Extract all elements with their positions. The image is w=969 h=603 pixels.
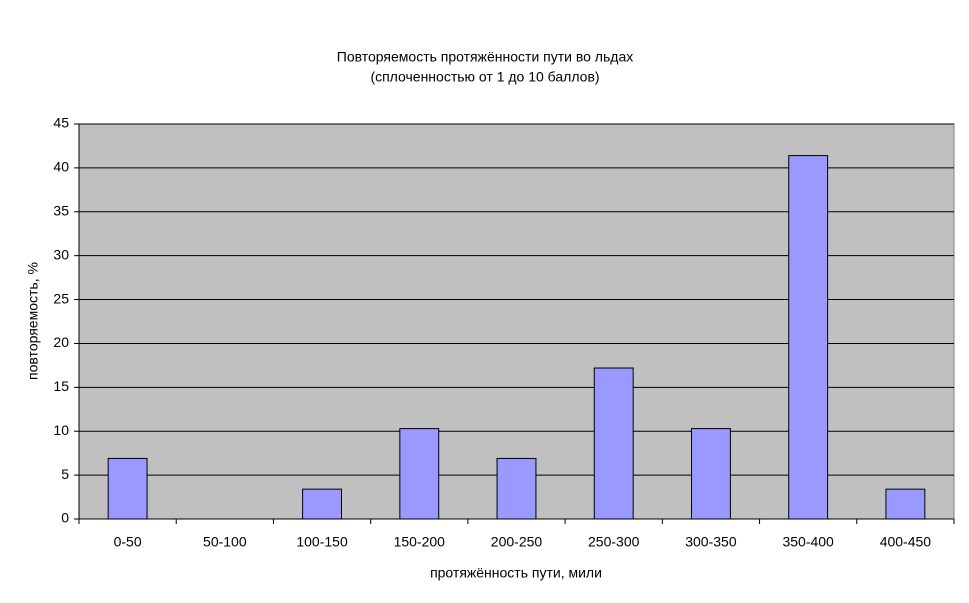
x-tick-label: 300-350 <box>685 534 737 550</box>
y-tick-label: 15 <box>53 378 69 394</box>
y-tick-label: 30 <box>53 246 69 262</box>
bar <box>399 428 440 520</box>
x-tick-label: 400-450 <box>880 534 932 550</box>
x-axis-label: протяжённость пути, мили <box>430 565 602 581</box>
x-tick-label: 0-50 <box>114 534 142 550</box>
bar <box>593 367 634 520</box>
y-tick-label: 10 <box>53 422 69 438</box>
bar <box>691 428 731 520</box>
y-tick-label: 45 <box>53 115 69 131</box>
y-axis-label: повторяемость, % <box>25 262 41 380</box>
y-tick-label: 0 <box>61 510 69 526</box>
bar <box>302 488 343 520</box>
x-tick-label: 100-150 <box>296 534 348 550</box>
bar <box>788 155 829 520</box>
x-tick-label: 250-300 <box>588 534 640 550</box>
bar <box>496 457 537 520</box>
x-tick-label: 50-100 <box>203 534 247 550</box>
y-tick-label: 20 <box>53 334 69 350</box>
chart-subtitle: (сплоченностью от 1 до 10 баллов) <box>370 69 599 85</box>
bar <box>107 457 148 520</box>
y-tick-label: 25 <box>53 290 69 306</box>
x-tick-label: 200-250 <box>491 534 543 550</box>
x-tick-label: 150-200 <box>394 534 446 550</box>
chart-title: Повторяемость протяжённости пути во льда… <box>337 49 633 65</box>
x-tick-label: 350-400 <box>782 534 834 550</box>
y-tick-label: 40 <box>53 159 69 175</box>
y-tick-label: 35 <box>53 202 69 218</box>
bar <box>885 488 926 520</box>
y-tick-label: 5 <box>61 466 69 482</box>
